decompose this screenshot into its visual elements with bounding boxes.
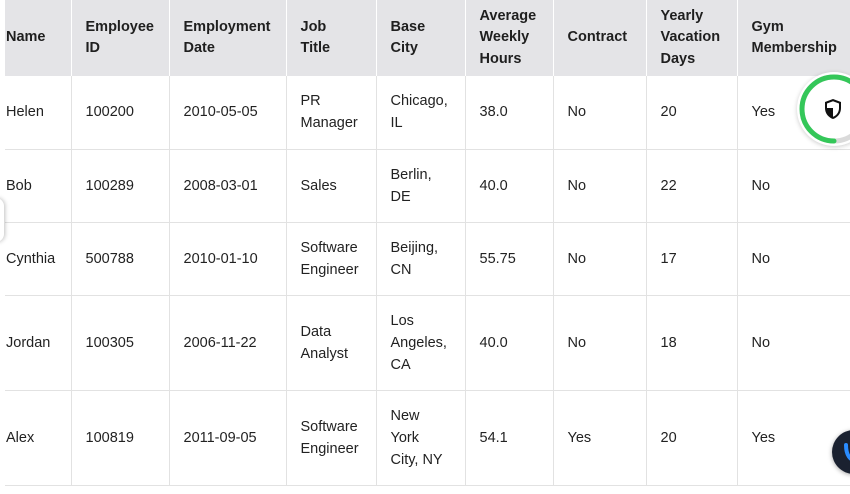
cell-weekly-hours: 40.0 — [465, 149, 554, 223]
cell-vacation-days: 20 — [646, 76, 738, 150]
column-header-average-weekly-hours[interactable]: Average Weekly Hours — [465, 0, 554, 76]
cell-contract: No — [553, 76, 647, 150]
cell-name: Alex — [5, 390, 72, 486]
side-panel-handle[interactable] — [0, 198, 4, 242]
table-row: Bob 100289 2008-03-01 Sales Berlin, DE 40… — [5, 149, 850, 223]
cell-gym-membership: No — [737, 295, 850, 391]
cell-contract: No — [553, 149, 647, 223]
column-header-base-city[interactable]: Base City — [376, 0, 466, 76]
cell-employment-date: 2008-03-01 — [169, 149, 287, 223]
employee-table: Name Employee ID Employment Date Job Title … — [5, 0, 850, 486]
cell-base-city: Berlin, DE — [376, 149, 466, 223]
column-header-employee-id[interactable]: Employee ID — [71, 0, 170, 76]
security-widget[interactable] — [797, 72, 850, 146]
assistant-icon — [844, 443, 850, 461]
cell-employee-id: 100200 — [71, 76, 170, 150]
cell-gym-membership: Yes — [737, 390, 850, 486]
assistant-widget[interactable] — [832, 430, 850, 474]
cell-vacation-days: 20 — [646, 390, 738, 486]
cell-weekly-hours: 38.0 — [465, 76, 554, 150]
table-row: Jordan 100305 2006-11-22 Data Analyst Los… — [5, 295, 850, 391]
cell-employment-date: 2011-09-05 — [169, 390, 287, 486]
cell-base-city: Beijing, CN — [376, 222, 466, 296]
cell-vacation-days: 22 — [646, 149, 738, 223]
cell-employment-date: 2006-11-22 — [169, 295, 287, 391]
cell-vacation-days: 18 — [646, 295, 738, 391]
cell-weekly-hours: 55.75 — [465, 222, 554, 296]
cell-name: Cynthia — [5, 222, 72, 296]
cell-job-title: PR Manager — [286, 76, 377, 150]
column-header-employment-date[interactable]: Employment Date — [169, 0, 287, 76]
table-row: Cynthia 500788 2010-01-10 Software Engine… — [5, 222, 850, 296]
shield-icon — [821, 97, 845, 126]
cell-contract: No — [553, 222, 647, 296]
cell-job-title: Data Analyst — [286, 295, 377, 391]
cell-employment-date: 2010-05-05 — [169, 76, 287, 150]
column-header-name[interactable]: Name — [5, 0, 72, 76]
cell-weekly-hours: 40.0 — [465, 295, 554, 391]
cell-employee-id: 100289 — [71, 149, 170, 223]
cell-contract: No — [553, 295, 647, 391]
cell-employee-id: 100305 — [71, 295, 170, 391]
cell-employee-id: 500788 — [71, 222, 170, 296]
employee-table-container: Name Employee ID Employment Date Job Title … — [5, 0, 850, 486]
cell-base-city: Los Angeles, CA — [376, 295, 466, 391]
ring-progress — [799, 74, 850, 144]
column-header-yearly-vacation-days[interactable]: Yearly Vacation Days — [646, 0, 738, 76]
table-row: Helen 100200 2010-05-05 PR Manager Chicag… — [5, 76, 850, 150]
cell-name: Bob — [5, 149, 72, 223]
cell-name: Helen — [5, 76, 72, 150]
cell-base-city: New York City, NY — [376, 390, 466, 486]
table-row: Alex 100819 2011-09-05 Software Engineer … — [5, 390, 850, 486]
cell-job-title: Software Engineer — [286, 222, 377, 296]
cell-job-title: Sales — [286, 149, 377, 223]
cell-job-title: Software Engineer — [286, 390, 377, 486]
cell-base-city: Chicago, IL — [376, 76, 466, 150]
column-header-job-title[interactable]: Job Title — [286, 0, 377, 76]
cell-contract: Yes — [553, 390, 647, 486]
table-header-row: Name Employee ID Employment Date Job Title … — [5, 0, 850, 76]
cell-vacation-days: 17 — [646, 222, 738, 296]
cell-employment-date: 2010-01-10 — [169, 222, 287, 296]
security-progress-ring — [799, 74, 850, 144]
cell-employee-id: 100819 — [71, 390, 170, 486]
column-header-contract[interactable]: Contract — [553, 0, 647, 76]
column-header-gym-membership[interactable]: Gym Membership — [737, 0, 850, 76]
cell-weekly-hours: 54.1 — [465, 390, 554, 486]
cell-gym-membership: No — [737, 222, 850, 296]
cell-gym-membership: No — [737, 149, 850, 223]
cell-name: Jordan — [5, 295, 72, 391]
